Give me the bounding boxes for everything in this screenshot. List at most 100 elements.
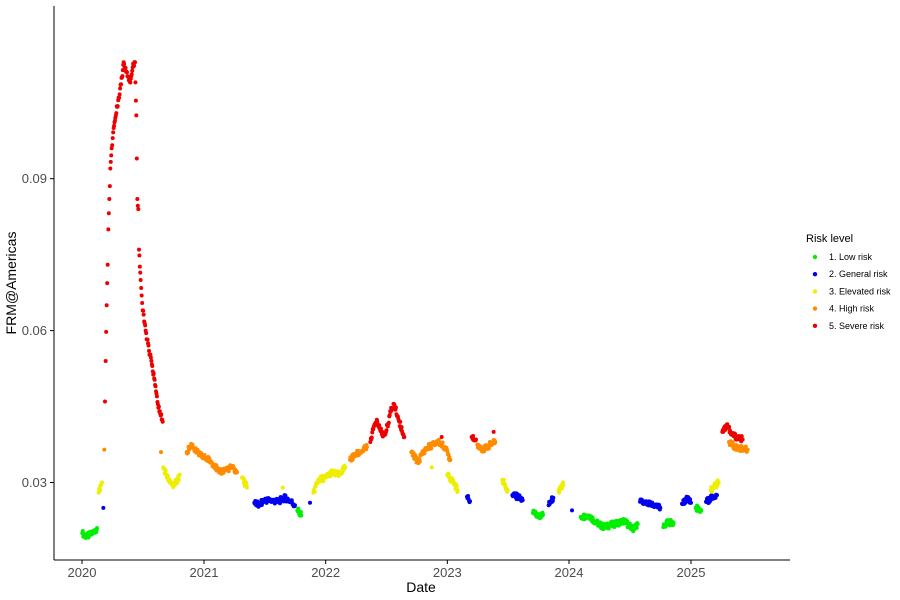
data-point: [109, 146, 114, 151]
legend-swatch: [812, 323, 818, 328]
data-point: [186, 450, 191, 455]
x-tick-label: 2024: [555, 565, 584, 580]
data-point: [134, 156, 139, 161]
data-point: [137, 253, 142, 258]
legend-swatch: [812, 289, 818, 294]
data-point: [454, 483, 459, 488]
data-point: [151, 371, 156, 376]
x-tick-label: 2022: [311, 565, 340, 580]
data-point: [448, 457, 453, 462]
data-point: [455, 488, 460, 493]
data-point: [743, 444, 748, 449]
x-axis-title: Date: [406, 579, 436, 595]
data-point: [104, 303, 109, 308]
data-point: [387, 412, 392, 417]
data-point: [143, 323, 148, 328]
legend-label: 1. Low risk: [829, 252, 873, 262]
data-point: [312, 489, 317, 494]
data-point: [134, 113, 139, 118]
data-point: [520, 498, 525, 503]
data-point: [139, 293, 144, 298]
data-point: [109, 153, 114, 158]
data-point: [715, 493, 719, 498]
data-point: [147, 348, 151, 353]
data-point: [740, 437, 745, 442]
data-point: [245, 485, 249, 490]
data-point: [710, 489, 715, 494]
data-point: [108, 159, 113, 164]
data-point: [551, 495, 556, 500]
data-point: [727, 425, 732, 430]
data-point: [132, 63, 137, 68]
data-point: [136, 207, 141, 212]
data-point: [280, 485, 285, 490]
data-point: [422, 451, 427, 456]
x-tick-label: 2023: [433, 565, 462, 580]
data-point: [120, 74, 125, 79]
data-point: [135, 203, 140, 208]
legend-items: 1. Low risk 2. General risk 3. Elevated ri…: [812, 252, 891, 331]
data-point: [100, 480, 104, 485]
data-point: [176, 477, 181, 482]
x-tick-label: 2025: [677, 565, 706, 580]
data-point: [634, 525, 639, 530]
data-point: [141, 312, 146, 317]
data-point: [393, 405, 398, 410]
data-point: [730, 440, 735, 445]
data-point: [152, 377, 157, 382]
data-point: [561, 483, 566, 488]
data-point: [745, 447, 750, 452]
data-point: [104, 329, 109, 334]
data-point: [235, 470, 239, 475]
data-point: [112, 118, 117, 123]
data-point: [133, 60, 137, 65]
data-point: [137, 247, 141, 252]
data-point: [145, 337, 150, 342]
data-point: [370, 430, 375, 435]
data-point: [446, 472, 451, 477]
data-point: [139, 286, 144, 291]
data-point: [417, 459, 422, 464]
data-point: [115, 104, 120, 109]
data-point: [103, 399, 107, 404]
data-point: [570, 508, 574, 513]
data-point: [138, 270, 143, 275]
data-point: [111, 130, 116, 135]
y-tick-label: 0.06: [22, 323, 47, 338]
data-point: [340, 470, 345, 475]
data-point: [474, 437, 478, 442]
data-point: [107, 196, 112, 201]
data-point: [106, 227, 111, 232]
data-point: [439, 434, 444, 439]
data-point: [716, 480, 721, 485]
data-point: [98, 488, 103, 493]
data-point: [102, 447, 107, 452]
data-point: [429, 446, 434, 451]
data-point: [117, 95, 122, 100]
y-axis-ticks: 0.03 0.06 0.09: [22, 171, 54, 490]
data-point: [144, 331, 149, 336]
data-point: [106, 211, 111, 216]
legend-label: 2. General risk: [829, 269, 888, 279]
legend-label: 3. Elevated risk: [829, 286, 891, 296]
data-point: [118, 86, 123, 91]
data-point: [135, 196, 140, 201]
data-point: [384, 428, 389, 433]
data-point: [140, 301, 145, 305]
data-point: [130, 68, 135, 73]
data-point: [123, 65, 128, 70]
data-point: [105, 281, 110, 286]
data-point: [308, 500, 312, 505]
data-point: [129, 72, 134, 77]
legend-swatch: [812, 254, 818, 260]
data-point: [149, 358, 154, 363]
data-point: [557, 490, 562, 495]
data-point: [108, 166, 113, 171]
data-point: [156, 404, 161, 409]
data-point: [146, 343, 151, 348]
data-point: [699, 508, 704, 513]
data-point: [365, 445, 369, 450]
data-point: [148, 352, 153, 357]
data-point: [328, 474, 333, 479]
legend-label: 4. High risk: [829, 304, 875, 314]
